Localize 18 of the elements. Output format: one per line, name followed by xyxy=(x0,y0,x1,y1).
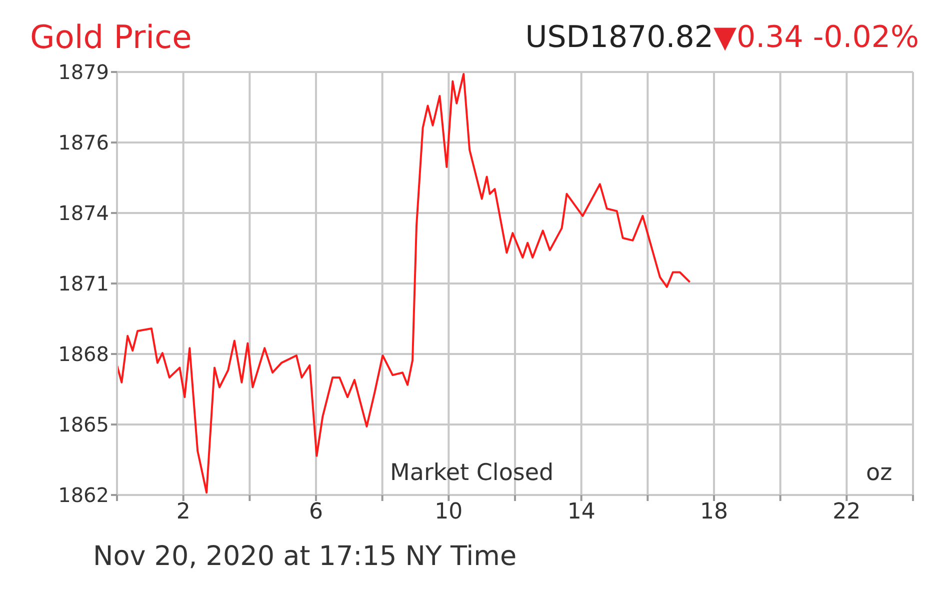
y-tick-label: 1865 xyxy=(58,412,109,437)
x-tick-label: 14 xyxy=(567,500,596,525)
annotation: Market Closed xyxy=(390,460,554,486)
y-tick-label: 1862 xyxy=(58,483,109,508)
y-tick-label: 1876 xyxy=(58,130,109,155)
y-tick-label: 1874 xyxy=(58,201,109,226)
y-tick-label: 1868 xyxy=(58,342,109,366)
x-tick-label: 10 xyxy=(434,500,463,525)
x-tick-label: 18 xyxy=(700,500,728,525)
x-tick-label: 22 xyxy=(832,500,861,525)
x-tick-label: 6 xyxy=(309,500,323,525)
y-tick-label: 1871 xyxy=(58,272,109,296)
chart-title: Gold Price xyxy=(30,18,192,56)
annotation: oz xyxy=(866,460,892,486)
text: Nov 20, 2020 at 17:15 NY Time xyxy=(93,541,517,572)
y-tick-label: 1879 xyxy=(58,60,109,84)
chart-subtitle: USD1870.82▼0.34 -0.02% xyxy=(525,20,919,55)
x-tick-label: 2 xyxy=(176,500,190,525)
